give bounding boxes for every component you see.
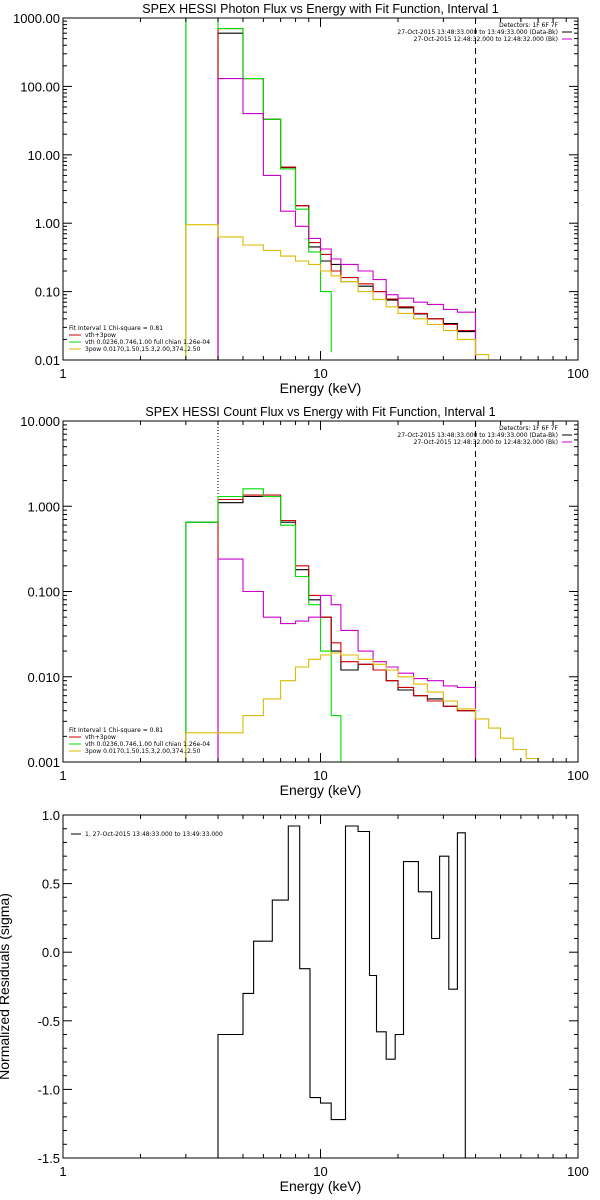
legend-entry: Fit Interval 1 Chi-square = 0.81 [69,727,163,734]
y-tick-label: 0.01 [35,353,60,368]
y-tick-label: 1.0 [42,808,60,823]
y-tick-label: 0.0 [42,945,60,960]
x-tick-label: 1 [59,1164,66,1179]
data-series-2 [217,494,477,762]
x-axis-label: Energy (keV) [280,1178,362,1194]
data-series-5 [185,224,501,360]
plot-frame [62,17,579,361]
data-series-1 [217,825,476,1158]
y-tick-label: 1.000 [27,499,60,514]
data-series-5 [185,652,539,762]
legend-entry: 1. 27-Oct-2015 13:48:33.000 to 13:49:33.… [85,831,223,838]
legend-entry: 3pow 0.0170,1.50,15.3,2.00,374.,2.50 [85,748,201,755]
x-tick-label: 10 [313,768,327,783]
plot-frame [62,814,579,1159]
data-series-3 [185,488,342,762]
legend-entry: vth 0.0236,0.746,1.00 full chian 1.26e-0… [85,741,210,748]
chart-title: SPEX HESSI Count Flux vs Energy with Fit… [145,405,495,419]
y-tick-label: -1.0 [38,1082,60,1097]
data-series-4 [217,558,477,762]
y-tick-label: 10.00 [27,148,60,163]
legend-entry: vth+3pow [85,734,116,741]
legend-entry: Detectors: 1F 6F 7F [499,425,558,432]
x-tick-label: 1 [59,366,66,381]
x-tick-label: 10 [313,1164,327,1179]
legend-entry: vth 0.0236,0.746,1.00 full chian 1.26e-0… [85,339,210,346]
data-series-4 [217,78,477,360]
legend-entry: Fit Interval 1 Chi-square = 0.81 [69,325,163,332]
x-tick-label: 100 [567,366,589,381]
y-tick-label: -1.5 [38,1151,60,1166]
y-tick-label: 0.10 [35,285,60,300]
chart-panel-1: SPEX HESSI Photon Flux vs Energy with Fi… [13,2,589,396]
y-tick-label: 10.000 [20,414,60,429]
x-tick-label: 100 [567,768,589,783]
chart-panel-2: SPEX HESSI Count Flux vs Energy with Fit… [20,405,589,798]
legend-entry: 3pow 0.0170,1.50,15.3,2.00,374.,2.50 [85,346,201,353]
data-series-3 [185,18,332,360]
y-tick-label: -0.5 [38,1014,60,1029]
legend-entry: 27-Oct-2015 12:48:32.000 to 12:48:32.000… [414,36,558,43]
y-tick-label: 0.5 [42,877,60,892]
y-tick-label: 1.00 [35,216,60,231]
x-tick-label: 100 [567,1164,589,1179]
y-tick-label: 1000.00 [13,11,60,26]
legend-entry: 27-Oct-2015 13:48:33.000 to 13:49:33.000… [397,29,558,36]
legend-entry: vth+3pow [85,332,116,339]
x-axis-label: Energy (keV) [280,380,362,396]
legend-entry: Detectors: 1F 6F 7F [499,22,558,29]
legend-entry: 27-Oct-2015 12:48:32.000 to 12:48:32.000… [414,439,558,446]
x-axis-label: Energy (keV) [280,782,362,798]
data-series-1 [217,32,477,360]
y-tick-label: 0.010 [27,670,60,685]
legend-entry: 27-Oct-2015 13:48:33.000 to 13:49:33.000… [397,432,558,439]
plot-frame [62,420,579,763]
y-axis-label: Normalized Residuals (sigma) [0,893,12,1080]
chart-title: SPEX HESSI Photon Flux vs Energy with Fi… [142,2,498,16]
chart-panel-3: 1 10 100 -1.5 -1.0 -0.5 0.0 0.5 1.0 Energy (keV) N… [0,808,589,1194]
x-tick-label: 1 [59,768,66,783]
y-tick-label: 100.00 [20,79,60,94]
y-tick-label: 0.100 [27,585,60,600]
x-tick-label: 10 [313,366,327,381]
y-tick-label: 0.001 [27,755,60,770]
